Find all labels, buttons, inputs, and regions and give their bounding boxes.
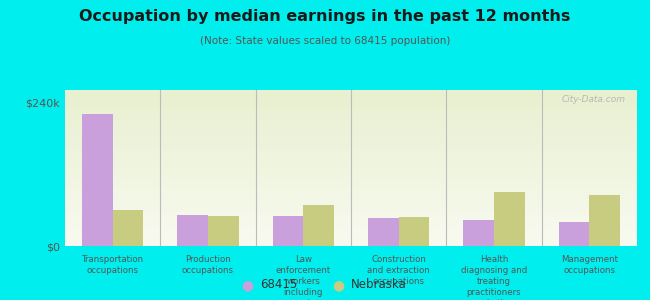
- Text: ●: ●: [332, 278, 344, 292]
- Bar: [559, 222, 590, 246]
- Text: 68415: 68415: [260, 278, 297, 292]
- Text: (Note: State values scaled to 68415 population): (Note: State values scaled to 68415 popu…: [200, 36, 450, 46]
- Text: Transportation
occupations: Transportation occupations: [82, 255, 144, 275]
- Bar: [368, 218, 398, 246]
- Bar: [273, 216, 304, 246]
- Bar: [304, 205, 334, 246]
- Bar: [463, 220, 494, 246]
- Text: Health
diagnosing and
treating
practitioners
and other
technical
occupations: Health diagnosing and treating practitio…: [461, 255, 527, 300]
- Text: Management
occupations: Management occupations: [561, 255, 618, 275]
- Bar: [177, 215, 208, 246]
- Text: Law
enforcement
workers
including
supervisors: Law enforcement workers including superv…: [276, 255, 331, 300]
- Text: Production
occupations: Production occupations: [182, 255, 234, 275]
- Bar: [112, 210, 143, 246]
- Bar: [590, 195, 620, 246]
- Text: ●: ●: [241, 278, 253, 292]
- Text: Construction
and extraction
occupations: Construction and extraction occupations: [367, 255, 430, 286]
- Bar: [208, 216, 239, 246]
- Text: Occupation by median earnings in the past 12 months: Occupation by median earnings in the pas…: [79, 9, 571, 24]
- Text: City-Data.com: City-Data.com: [562, 95, 625, 104]
- Bar: [494, 192, 525, 246]
- Bar: [398, 217, 429, 246]
- Text: Nebraska: Nebraska: [351, 278, 407, 292]
- Bar: [82, 114, 112, 246]
